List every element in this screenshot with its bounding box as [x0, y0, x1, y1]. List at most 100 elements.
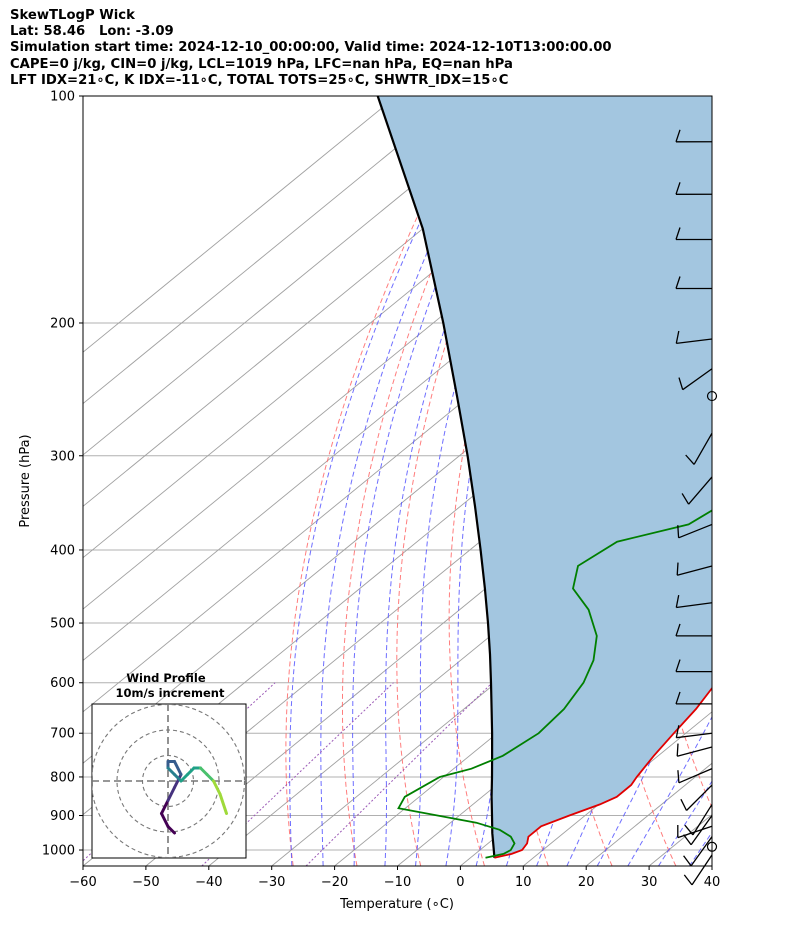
- x-tick-label: −20: [321, 875, 348, 890]
- dewpoint-line: [397, 509, 712, 859]
- hodograph-inset: Wind Profile 10m/s increment: [91, 671, 247, 859]
- wind-barb-flag: [675, 276, 681, 289]
- chart-title-block: SkewTLogP Wick Lat: 58.46 Lon: -3.09 Simul…: [10, 8, 612, 89]
- moist-adiabat-line: [384, 111, 533, 866]
- hodograph-plot: [92, 704, 246, 858]
- y-tick-label: 900: [50, 809, 75, 824]
- location-text: Lat: 58.46 Lon: -3.09: [10, 24, 174, 40]
- wind-barb-flag: [681, 493, 690, 505]
- wind-barb-flag: [685, 454, 695, 465]
- chart-title: SkewTLogP Wick: [10, 8, 135, 23]
- wind-barb: [678, 368, 713, 391]
- x-tick-label: −60: [69, 875, 96, 890]
- wind-barb-flag: [683, 855, 692, 867]
- hodograph-trace-segment: [218, 792, 228, 815]
- wind-barb: [683, 836, 713, 867]
- temperature-line: [494, 686, 712, 859]
- x-tick-label: 10: [515, 875, 532, 890]
- wind-barb-calm: [706, 390, 718, 402]
- y-tick-label: 800: [50, 770, 75, 785]
- moist-adiabat-line: [415, 111, 555, 866]
- x-tick-label: −50: [132, 875, 159, 890]
- wind-barb: [677, 768, 713, 784]
- hodograph-trace-segment: [166, 786, 176, 802]
- wind-barb: [676, 743, 713, 757]
- wind-barb-flag: [680, 798, 688, 811]
- hodograph-trace-segment: [186, 766, 196, 776]
- parcel-profile-line: [376, 96, 496, 858]
- moist-adiabat-line: [352, 111, 513, 866]
- wind-barb-calm: [706, 841, 718, 852]
- wind-barb: [675, 227, 713, 241]
- wind-barb-flag: [675, 129, 681, 143]
- mixing-ratio-line: [201, 682, 394, 866]
- wind-barb-staff: [678, 768, 713, 784]
- wind-barb-staff: [676, 732, 713, 739]
- wind-barb-staff: [676, 338, 713, 345]
- wind-barb-flag: [683, 874, 693, 886]
- hodograph-trace-segment: [173, 773, 183, 789]
- wind-barb-flag: [675, 330, 680, 344]
- isotherm-line: [83, 96, 397, 353]
- x-tick-label: 20: [578, 875, 595, 890]
- wind-barb: [681, 476, 713, 505]
- wind-barb: [675, 623, 713, 637]
- wind-barb: [675, 129, 713, 143]
- moist-adiabat-line: [720, 112, 794, 866]
- y-tick-label: 500: [50, 617, 75, 632]
- wind-barb: [675, 594, 713, 609]
- x-tick-label: −30: [258, 875, 285, 890]
- wind-barb: [675, 330, 713, 345]
- hodograph-title: Wind Profile: [126, 671, 206, 685]
- wind-barb-flag: [676, 562, 679, 576]
- wind-barb-staff: [686, 784, 713, 811]
- dry-adiabat-line: [594, 96, 677, 866]
- wind-barb-flag: [675, 691, 681, 705]
- x-tick-label: −10: [384, 875, 411, 890]
- hodograph-subtitle: 10m/s increment: [116, 686, 225, 700]
- wind-barb-flag: [678, 377, 684, 390]
- wind-barb: [680, 784, 713, 811]
- wind-barb-staff: [682, 368, 713, 391]
- y-tick-label: 700: [50, 727, 75, 742]
- wind-barb: [683, 815, 713, 846]
- x-tick-label: −40: [195, 875, 222, 890]
- isotherm-line: [271, 505, 712, 866]
- indices-line-2: LFT IDX=21∘C, K IDX=-11∘C, TOTAL TOTS=25…: [10, 72, 509, 88]
- wind-barb-flag: [675, 623, 681, 637]
- wind-barb-staff: [692, 804, 713, 836]
- y-tick-label: 100: [50, 90, 75, 105]
- hodograph-trace-segment: [160, 812, 170, 828]
- profile-layer: [376, 96, 712, 859]
- wind-barb-staff: [677, 565, 713, 576]
- time-text: Simulation start time: 2024-12-10_00:00:…: [10, 40, 612, 56]
- dry-adiabat-line: [341, 96, 511, 866]
- wind-barb-flag: [675, 725, 680, 738]
- wind-barb-staff: [693, 432, 713, 465]
- wind-barb-flag: [684, 824, 694, 836]
- wind-barbs: [675, 129, 718, 886]
- hodograph-trace-segment: [173, 760, 183, 776]
- isotherm-line: [711, 865, 712, 866]
- wind-barb: [675, 691, 713, 705]
- wind-barb-staff: [691, 854, 713, 886]
- y-tick-label: 400: [50, 543, 75, 558]
- wind-barb-flag: [677, 525, 680, 538]
- wind-barb: [675, 725, 713, 739]
- hodograph-trace-segment: [199, 766, 209, 776]
- moist-adiabat-line: [289, 111, 475, 866]
- hodograph-trace-segment: [212, 779, 222, 796]
- hodograph-trace-segment: [173, 773, 183, 783]
- indices-line-1: CAPE=0 j/kg, CIN=0 j/kg, LCL=1019 hPa, L…: [10, 56, 513, 72]
- y-axis-label: Pressure (hPa): [18, 434, 33, 527]
- wind-barb-flag: [677, 770, 680, 783]
- wind-barb-flag: [675, 227, 681, 240]
- isotherm-line: [83, 96, 523, 456]
- wind-barb: [677, 523, 713, 539]
- wind-barb: [685, 432, 713, 465]
- y-tick-label: 200: [50, 316, 75, 331]
- y-tick-label: 300: [50, 449, 75, 464]
- mixing-ratio-line: [305, 682, 493, 866]
- wind-barb-flag: [676, 743, 679, 757]
